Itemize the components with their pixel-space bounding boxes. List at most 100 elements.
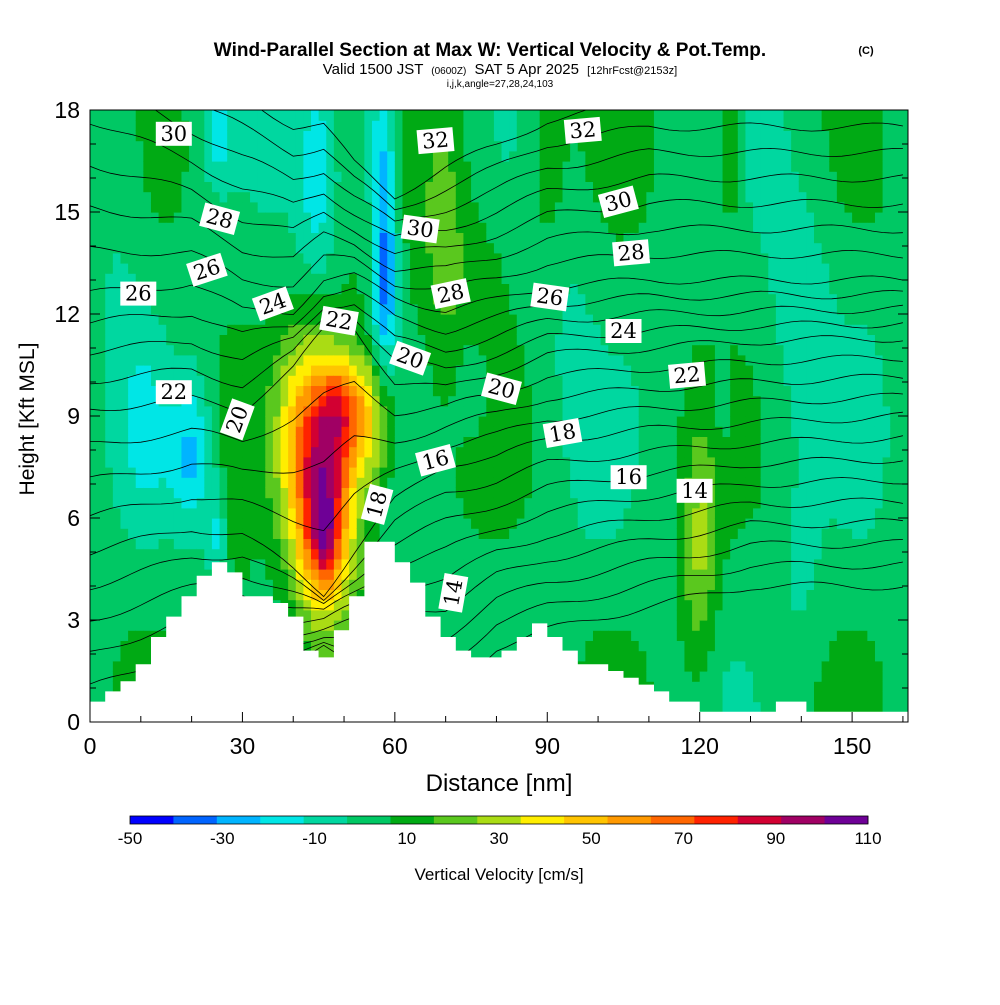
- velocity-cell: [608, 375, 617, 386]
- velocity-cell: [349, 130, 358, 142]
- velocity-cell: [311, 334, 320, 346]
- velocity-cell: [432, 579, 442, 590]
- velocity-cell: [707, 263, 716, 274]
- velocity-cell: [318, 395, 327, 407]
- velocity-cell: [463, 222, 472, 233]
- velocity-cell: [425, 212, 434, 223]
- velocity-cell: [493, 436, 503, 448]
- velocity-cell: [592, 191, 602, 203]
- velocity-cell: [585, 416, 594, 427]
- velocity-cell: [417, 426, 426, 437]
- velocity-cell: [371, 375, 381, 386]
- velocity-cell: [486, 191, 495, 203]
- velocity-cell: [547, 497, 556, 509]
- velocity-cell: [699, 354, 708, 366]
- velocity-cell: [471, 395, 480, 407]
- velocity-cell: [158, 344, 167, 356]
- velocity-cell: [676, 222, 686, 233]
- velocity-cell: [524, 456, 533, 468]
- velocity-cell: [112, 477, 122, 488]
- velocity-cell: [181, 477, 190, 488]
- velocity-cell: [684, 599, 693, 611]
- velocity-cell: [234, 446, 244, 458]
- velocity-cell: [303, 538, 312, 550]
- velocity-cell: [592, 293, 602, 305]
- velocity-cell: [288, 110, 297, 121]
- velocity-cell: [196, 436, 205, 448]
- velocity-cell: [676, 640, 686, 652]
- velocity-cell: [532, 497, 541, 509]
- velocity-cell: [699, 212, 708, 223]
- velocity-cell: [97, 232, 106, 244]
- velocity-cell: [387, 181, 396, 193]
- velocity-cell: [250, 487, 259, 499]
- velocity-cell: [150, 385, 160, 397]
- velocity-cell: [532, 120, 541, 131]
- velocity-cell: [699, 385, 708, 397]
- velocity-cell: [615, 375, 625, 386]
- velocity-cell: [311, 589, 320, 601]
- velocity-cell: [592, 579, 602, 590]
- velocity-cell: [333, 222, 343, 233]
- velocity-cell: [562, 558, 571, 570]
- velocity-cell: [471, 375, 480, 386]
- velocity-cell: [280, 385, 289, 397]
- velocity-cell: [387, 344, 396, 356]
- velocity-cell: [333, 130, 343, 142]
- velocity-cell: [128, 324, 137, 335]
- velocity-cell: [448, 630, 457, 641]
- velocity-cell: [173, 456, 183, 468]
- velocity-cell: [97, 150, 106, 162]
- velocity-cell: [97, 181, 106, 193]
- velocity-cell: [295, 120, 304, 131]
- velocity-cell: [265, 456, 274, 468]
- velocity-cell: [272, 538, 282, 550]
- velocity-cell: [493, 589, 503, 601]
- velocity-cell: [524, 252, 533, 264]
- velocity-cell: [501, 528, 510, 539]
- velocity-cell: [311, 150, 320, 162]
- velocity-cell: [501, 252, 510, 264]
- velocity-cell: [661, 242, 670, 254]
- velocity-cell: [143, 589, 152, 601]
- velocity-cell: [189, 385, 198, 397]
- velocity-cell: [227, 130, 236, 142]
- velocity-cell: [425, 354, 434, 366]
- velocity-cell: [600, 385, 609, 397]
- velocity-cell: [699, 130, 708, 142]
- velocity-cell: [562, 191, 571, 203]
- velocity-cell: [211, 507, 221, 519]
- velocity-cell: [501, 365, 510, 376]
- velocity-cell: [653, 589, 663, 601]
- velocity-cell: [638, 283, 647, 295]
- velocity-cell: [394, 273, 404, 284]
- velocity-cell: [166, 599, 175, 611]
- velocity-cell: [486, 528, 495, 539]
- velocity-cell: [463, 528, 472, 539]
- velocity-cell: [554, 395, 564, 407]
- velocity-cell: [471, 497, 480, 509]
- velocity-cell: [432, 110, 442, 121]
- velocity-cell: [349, 416, 358, 427]
- velocity-cell: [615, 222, 625, 233]
- velocity-cell: [120, 273, 129, 284]
- velocity-cell: [364, 130, 373, 142]
- velocity-cell: [265, 191, 274, 203]
- velocity-cell: [349, 334, 358, 346]
- velocity-cell: [280, 436, 289, 448]
- velocity-cell: [577, 181, 586, 193]
- velocity-cell: [524, 548, 533, 560]
- velocity-cell: [524, 416, 533, 427]
- velocity-cell: [440, 344, 449, 356]
- velocity-cell: [425, 558, 434, 570]
- velocity-cell: [509, 456, 518, 468]
- velocity-cell: [631, 354, 640, 366]
- velocity-cell: [333, 263, 343, 274]
- velocity-cell: [623, 548, 632, 560]
- velocity-cell: [280, 548, 289, 560]
- velocity-cell: [463, 365, 472, 376]
- velocity-cell: [638, 191, 647, 203]
- velocity-cell: [501, 569, 510, 580]
- velocity-cell: [684, 324, 693, 335]
- velocity-cell: [455, 558, 465, 570]
